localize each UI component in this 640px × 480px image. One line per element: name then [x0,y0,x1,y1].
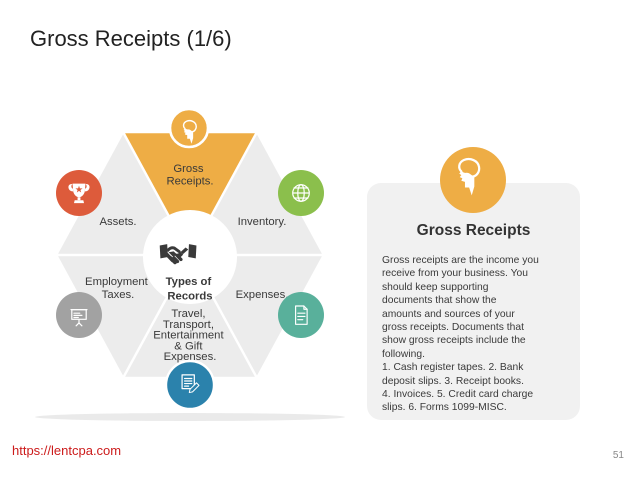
svg-text:Inventory.: Inventory. [238,216,287,228]
svg-text:Expenses.: Expenses. [236,289,289,301]
svg-text:Gross Receipts.: Gross Receipts. [166,163,213,188]
svg-text:Assets.: Assets. [99,216,136,228]
